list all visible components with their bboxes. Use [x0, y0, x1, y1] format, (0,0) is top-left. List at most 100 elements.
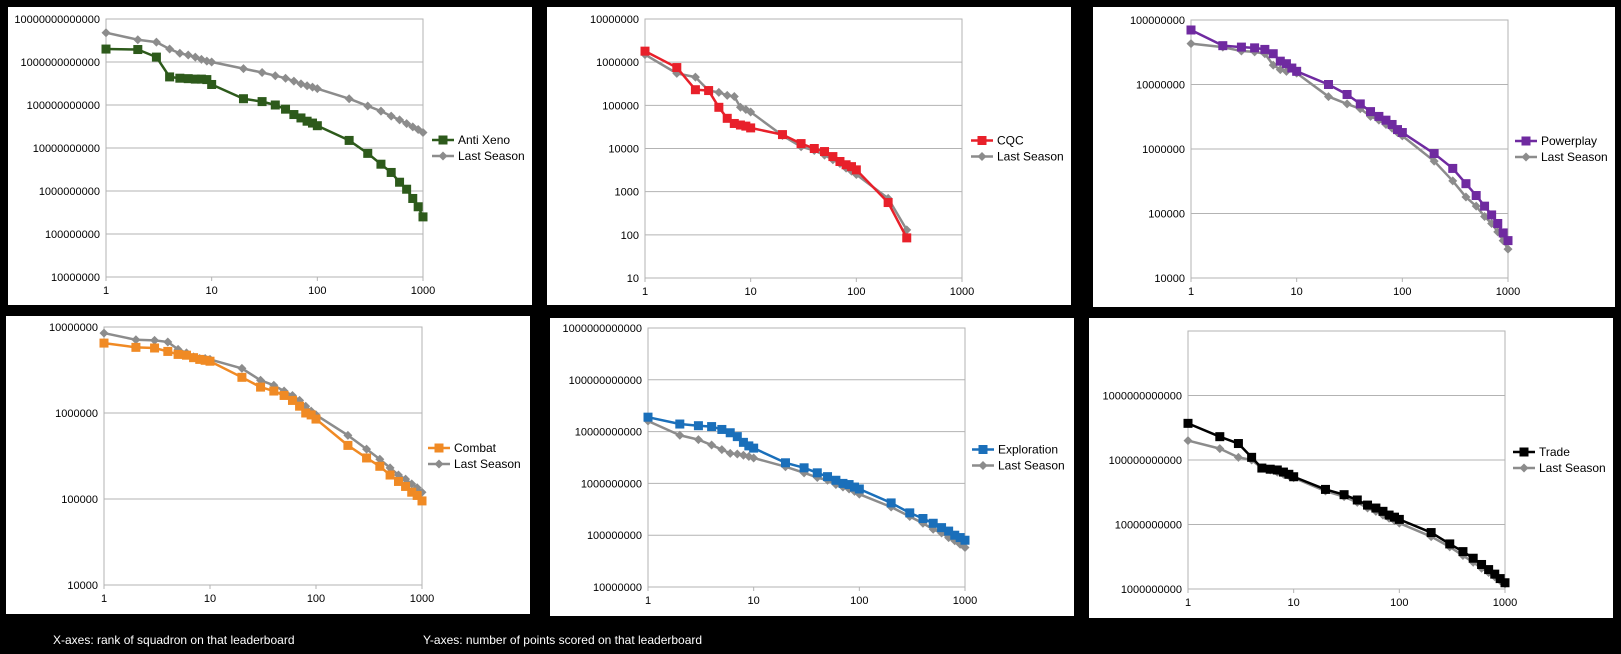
data-point [717, 445, 727, 455]
y-tick-label: 10000000000 [1115, 520, 1182, 532]
data-point [741, 121, 751, 131]
data-point [1471, 201, 1481, 211]
data-point [1323, 80, 1333, 89]
x-tick-label: 1 [1185, 597, 1191, 609]
legend-label: Combat [454, 441, 497, 455]
chart-anti-xeno: 10000000 100000000 1000000000 10000000000 10… [14, 14, 524, 297]
legend-label: Trade [1539, 445, 1570, 459]
data-point [1323, 92, 1333, 102]
data-point [1500, 578, 1510, 588]
chart-panel-trade: 1000000000 10000000000 100000000000 1000000… [1089, 318, 1613, 618]
data-point [1183, 418, 1193, 428]
data-point [407, 487, 417, 497]
x-tick-label: 1 [103, 285, 109, 297]
data-point [189, 353, 199, 363]
data-point [1487, 218, 1497, 228]
data-point [1247, 452, 1257, 462]
legend-marker [1521, 152, 1531, 162]
data-point [1218, 41, 1228, 51]
data-point [1429, 156, 1439, 166]
data-point [163, 337, 173, 347]
legend-label: Last Season [1539, 461, 1606, 475]
data-point [1215, 432, 1225, 442]
y-tick-label: 1000 [615, 187, 639, 199]
data-point [738, 437, 748, 447]
series-line [644, 53, 908, 231]
data-point [1281, 59, 1291, 69]
data-point [1498, 228, 1508, 238]
data-point [395, 115, 405, 125]
legend-marker [978, 461, 988, 470]
data-point [725, 428, 735, 438]
plot-frame [1190, 19, 1509, 279]
data-point [643, 412, 653, 422]
data-point [1381, 115, 1391, 125]
y-tick-label: 10 [627, 273, 639, 285]
y-tick-label: 1000000000 [1121, 584, 1182, 596]
data-point [1471, 191, 1481, 201]
legend-marker [1519, 447, 1529, 457]
data-point [838, 478, 848, 488]
data-point [918, 514, 928, 524]
data-point [1389, 512, 1399, 522]
data-point [312, 121, 322, 131]
data-point [722, 113, 732, 123]
data-point [809, 144, 819, 153]
data-point [1490, 569, 1500, 579]
legend-marker [978, 445, 988, 454]
data-point [1503, 244, 1513, 254]
data-point [780, 458, 790, 468]
series-line [1190, 42, 1510, 250]
data-point [1397, 128, 1407, 138]
data-point [1268, 49, 1278, 59]
data-point [960, 542, 970, 552]
data-point [944, 526, 954, 536]
data-point [413, 202, 423, 212]
legend-label: Last Season [997, 150, 1064, 164]
x-tick-label: 100 [850, 595, 868, 607]
data-point [735, 120, 745, 130]
data-point [707, 422, 717, 432]
data-point [799, 463, 809, 473]
data-point [1250, 43, 1260, 53]
y-tick-label: 100000000000 [27, 100, 100, 112]
data-point [849, 482, 859, 492]
data-point [928, 518, 938, 528]
data-point [417, 487, 427, 497]
data-point [729, 92, 739, 102]
y-tick-label: 10000000000 [575, 427, 642, 439]
data-point [307, 118, 317, 128]
data-point [1278, 467, 1288, 477]
legend-marker [434, 443, 444, 453]
data-point [363, 148, 373, 158]
data-point [195, 354, 205, 364]
y-tick-label: 10000000 [51, 272, 100, 284]
data-point [846, 162, 856, 172]
data-point [1284, 469, 1294, 479]
y-tick-label: 1000000000 [581, 478, 642, 490]
data-point [150, 335, 160, 345]
data-point [281, 104, 291, 114]
legend-label: Anti Xeno [458, 133, 510, 147]
data-point [99, 338, 109, 348]
chart-panel-powerplay: 10000 100000 1000000 10000000 100000000 1 10 10… [1093, 7, 1615, 307]
chart-panel-anti-xeno: 10000000 100000000 1000000000 10000000000 10… [8, 7, 532, 305]
legend-marker [977, 152, 987, 161]
data-point [1186, 39, 1196, 49]
data-point [196, 74, 206, 84]
data-point [401, 474, 411, 484]
x-tick-label: 1000 [410, 593, 434, 605]
data-point [418, 127, 428, 137]
data-point [714, 87, 724, 97]
data-point [1275, 65, 1285, 75]
data-point [1387, 119, 1397, 129]
data-point [181, 350, 191, 360]
data-point [386, 167, 396, 177]
data-point [362, 453, 372, 463]
data-point [1268, 60, 1278, 70]
data-point [1352, 495, 1362, 505]
data-point [1355, 99, 1365, 109]
data-point [732, 432, 742, 442]
data-point [1458, 547, 1468, 557]
data-point [238, 94, 248, 104]
